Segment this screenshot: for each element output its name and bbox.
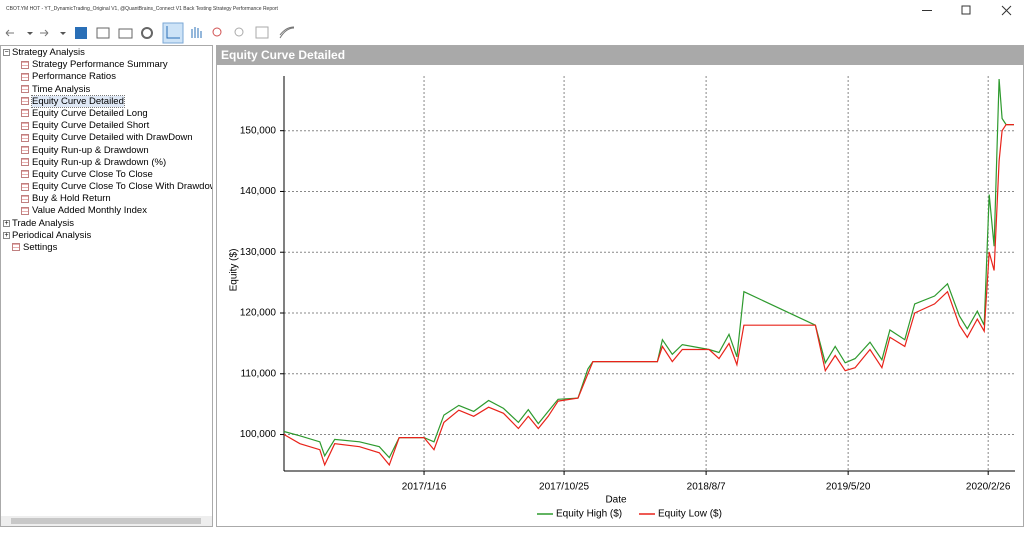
report-icon — [21, 206, 29, 215]
report-icon — [21, 60, 29, 69]
group-label[interactable]: Strategy Analysis — [12, 47, 85, 58]
tree-item[interactable]: Settings — [3, 242, 212, 254]
report-icon — [21, 109, 29, 118]
item-label[interactable]: Equity Curve Detailed Short — [32, 120, 150, 132]
report-icon — [21, 133, 29, 142]
legend-label: Equity Low ($) — [658, 509, 722, 520]
horizontal-scrollbar[interactable] — [1, 516, 212, 526]
report-icon — [21, 145, 29, 154]
report-tree: − Strategy Analysis Strategy Performance S… — [3, 47, 213, 254]
item-label[interactable]: Settings — [23, 242, 58, 253]
crosshair-icon — [166, 26, 180, 39]
y-tick-label: 150,000 — [240, 125, 277, 136]
save-button[interactable] — [75, 27, 87, 39]
legend-label: Equity High ($) — [556, 509, 622, 520]
group-label[interactable]: Trade Analysis — [12, 217, 74, 229]
chart-style-button[interactable] — [279, 26, 295, 39]
zoom-out-button[interactable] — [234, 27, 244, 37]
tree-group[interactable]: + Trade Analysis — [3, 217, 212, 230]
series-line — [283, 124, 1014, 467]
pan-button[interactable] — [191, 27, 202, 38]
title-bar: CBOT.YM HOT - YT_DynamicTrading_Original… — [0, 0, 1024, 22]
item-label[interactable]: Strategy Performance Summary — [32, 59, 168, 71]
report-icon — [21, 194, 29, 203]
x-tick-label: 2017/1/16 — [402, 482, 447, 493]
report-icon — [12, 243, 20, 252]
item-label[interactable]: Equity Curve Detailed with DrawDown — [32, 132, 193, 144]
report-icon — [21, 72, 29, 81]
chart: Equity ($) Date 100,000 110,000 120,000 130… — [229, 76, 1015, 520]
y-tick-label: 130,000 — [240, 247, 277, 258]
y-tick-label: 140,000 — [240, 186, 277, 197]
zoom-fit-button[interactable] — [255, 26, 269, 39]
zoom-in-button[interactable] — [212, 27, 222, 37]
tree-item[interactable]: Equity Curve Detailed Long — [3, 107, 212, 120]
close-button[interactable] — [1001, 5, 1012, 16]
report-icon — [21, 170, 29, 179]
x-tick-label: 2019/5/20 — [826, 482, 871, 493]
expander: − — [3, 48, 10, 56]
tree-item[interactable]: Equity Curve Detailed Short — [3, 120, 212, 132]
series-line — [283, 78, 1014, 459]
item-label[interactable]: Performance Ratios — [32, 71, 116, 83]
scroll-thumb[interactable] — [11, 518, 201, 524]
item-label[interactable]: Value Added Monthly Index — [32, 205, 147, 217]
tree-item[interactable]: Equity Run-up & Drawdown — [3, 144, 212, 157]
window-title: CBOT.YM HOT - YT_DynamicTrading_Original… — [6, 6, 278, 12]
tree-group[interactable]: − Strategy Analysis — [3, 47, 212, 59]
report-icon — [21, 121, 29, 130]
crosshair-button[interactable] — [162, 22, 184, 44]
tree-group[interactable]: + Periodical Analysis — [3, 229, 212, 242]
y-tick-label: 110,000 — [241, 368, 277, 379]
expander: + — [3, 219, 10, 227]
y-tick-label: 100,000 — [240, 429, 277, 440]
settings-button[interactable] — [141, 27, 153, 39]
report-icon — [21, 182, 29, 191]
window-controls — [922, 5, 1012, 16]
x-axis-title: Date — [605, 495, 627, 506]
tree-item[interactable]: Strategy Performance Summary — [3, 59, 212, 71]
report-icon — [21, 97, 29, 106]
item-label[interactable]: Time Analysis — [32, 83, 91, 95]
forward-dropdown[interactable] — [60, 32, 66, 35]
toolbar — [0, 22, 1024, 44]
tree-item[interactable]: Equity Curve Close To Close — [3, 168, 212, 181]
item-label[interactable]: Equity Run-up & Drawdown — [32, 144, 149, 156]
panel-title: Equity Curve Detailed — [217, 46, 1023, 65]
item-label[interactable]: Equity Curve Close To Close With Drawdow… — [32, 181, 213, 193]
tree-item[interactable]: Performance Ratios — [3, 71, 212, 83]
x-tick-label: 2020/2/26 — [966, 482, 1011, 493]
item-label[interactable]: Buy & Hold Return — [32, 193, 111, 205]
item-label[interactable]: Equity Run-up & Drawdown (%) — [32, 156, 167, 168]
report-panel: Equity Curve Detailed Equity ($) Date 10… — [216, 45, 1024, 527]
copy-button[interactable] — [96, 27, 110, 39]
maximize-button[interactable] — [961, 5, 971, 15]
y-axis-title: Equity ($) — [229, 249, 240, 292]
tree-item[interactable]: Time Analysis — [3, 83, 212, 96]
report-icon — [21, 158, 29, 167]
back-dropdown[interactable] — [27, 32, 33, 35]
x-tick-label: 2018/8/7 — [687, 482, 726, 493]
expander: + — [3, 231, 10, 239]
forward-button[interactable] — [40, 29, 49, 37]
group-label[interactable]: Periodical Analysis — [12, 229, 92, 241]
item-label[interactable]: Equity Curve Detailed — [31, 94, 125, 108]
x-tick-label: 2017/10/25 — [539, 482, 589, 493]
tree-item[interactable]: Equity Curve Detailed — [3, 94, 212, 108]
tree-item[interactable]: Equity Curve Detailed with DrawDown — [3, 132, 212, 144]
print-button[interactable] — [118, 28, 133, 39]
tree-item[interactable]: Equity Run-up & Drawdown (%) — [3, 156, 212, 169]
report-icon — [21, 85, 29, 94]
tree-item[interactable]: Value Added Monthly Index — [3, 205, 212, 217]
item-label[interactable]: Equity Curve Detailed Long — [32, 107, 148, 119]
tree-item[interactable]: Equity Curve Close To Close With Drawdow… — [3, 181, 213, 193]
back-button[interactable] — [5, 29, 14, 37]
tree-item[interactable]: Buy & Hold Return — [3, 193, 212, 205]
navigation-panel: − Strategy Analysis Strategy Performance S… — [0, 45, 213, 527]
y-tick-label: 120,000 — [240, 308, 277, 319]
item-label[interactable]: Equity Curve Close To Close — [32, 168, 153, 180]
